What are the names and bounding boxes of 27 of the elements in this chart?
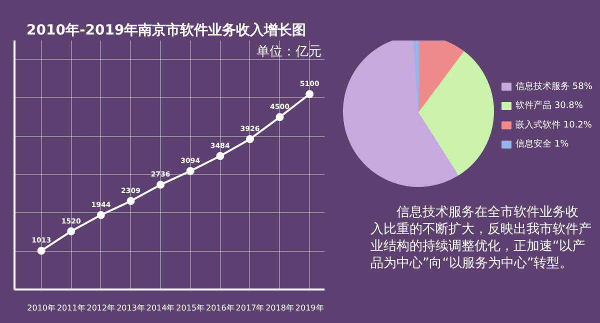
x-tick-label: 2015年 [176,304,205,312]
point [246,135,254,144]
point [37,246,46,255]
x-tick-label: 2012年 [86,304,116,312]
legend-label: 软件产品 30.8% [516,100,584,112]
point [156,180,165,189]
legend-label: 信息安全 1% [516,138,570,150]
x-tick-label: 2017年 [236,304,264,312]
legend-label: 嵌入式软件 10.2% [516,119,592,130]
x-tick-label: 2011年 [56,304,86,312]
point [216,152,224,160]
x-tick-label: 2018年 [266,304,294,312]
point [186,166,194,175]
point [126,197,135,206]
x-tick-label: 2013年 [116,304,145,312]
x-tick-label: 2014年 [146,304,175,312]
annotation: 单位：亿元 [256,44,322,60]
point [67,227,76,236]
x-tick-label: 2019年 [295,304,324,312]
point [306,90,314,98]
chart-title: 2010年-2019年南京市软件业务收入增长图 [26,22,306,38]
x-tick-label: 2010年 [27,304,56,312]
x-tick-label: 2016年 [206,304,234,312]
point [96,211,105,220]
text: 信息技术服务在全市软件业务收入比重的不断扩大，反映出我市软件产业结构的持续调整优化，正加速“以产品为中心”向“以服务为中心”转型。 [370,204,592,271]
legend-label: 信息技术服务 58% [516,80,593,92]
point [276,113,284,122]
